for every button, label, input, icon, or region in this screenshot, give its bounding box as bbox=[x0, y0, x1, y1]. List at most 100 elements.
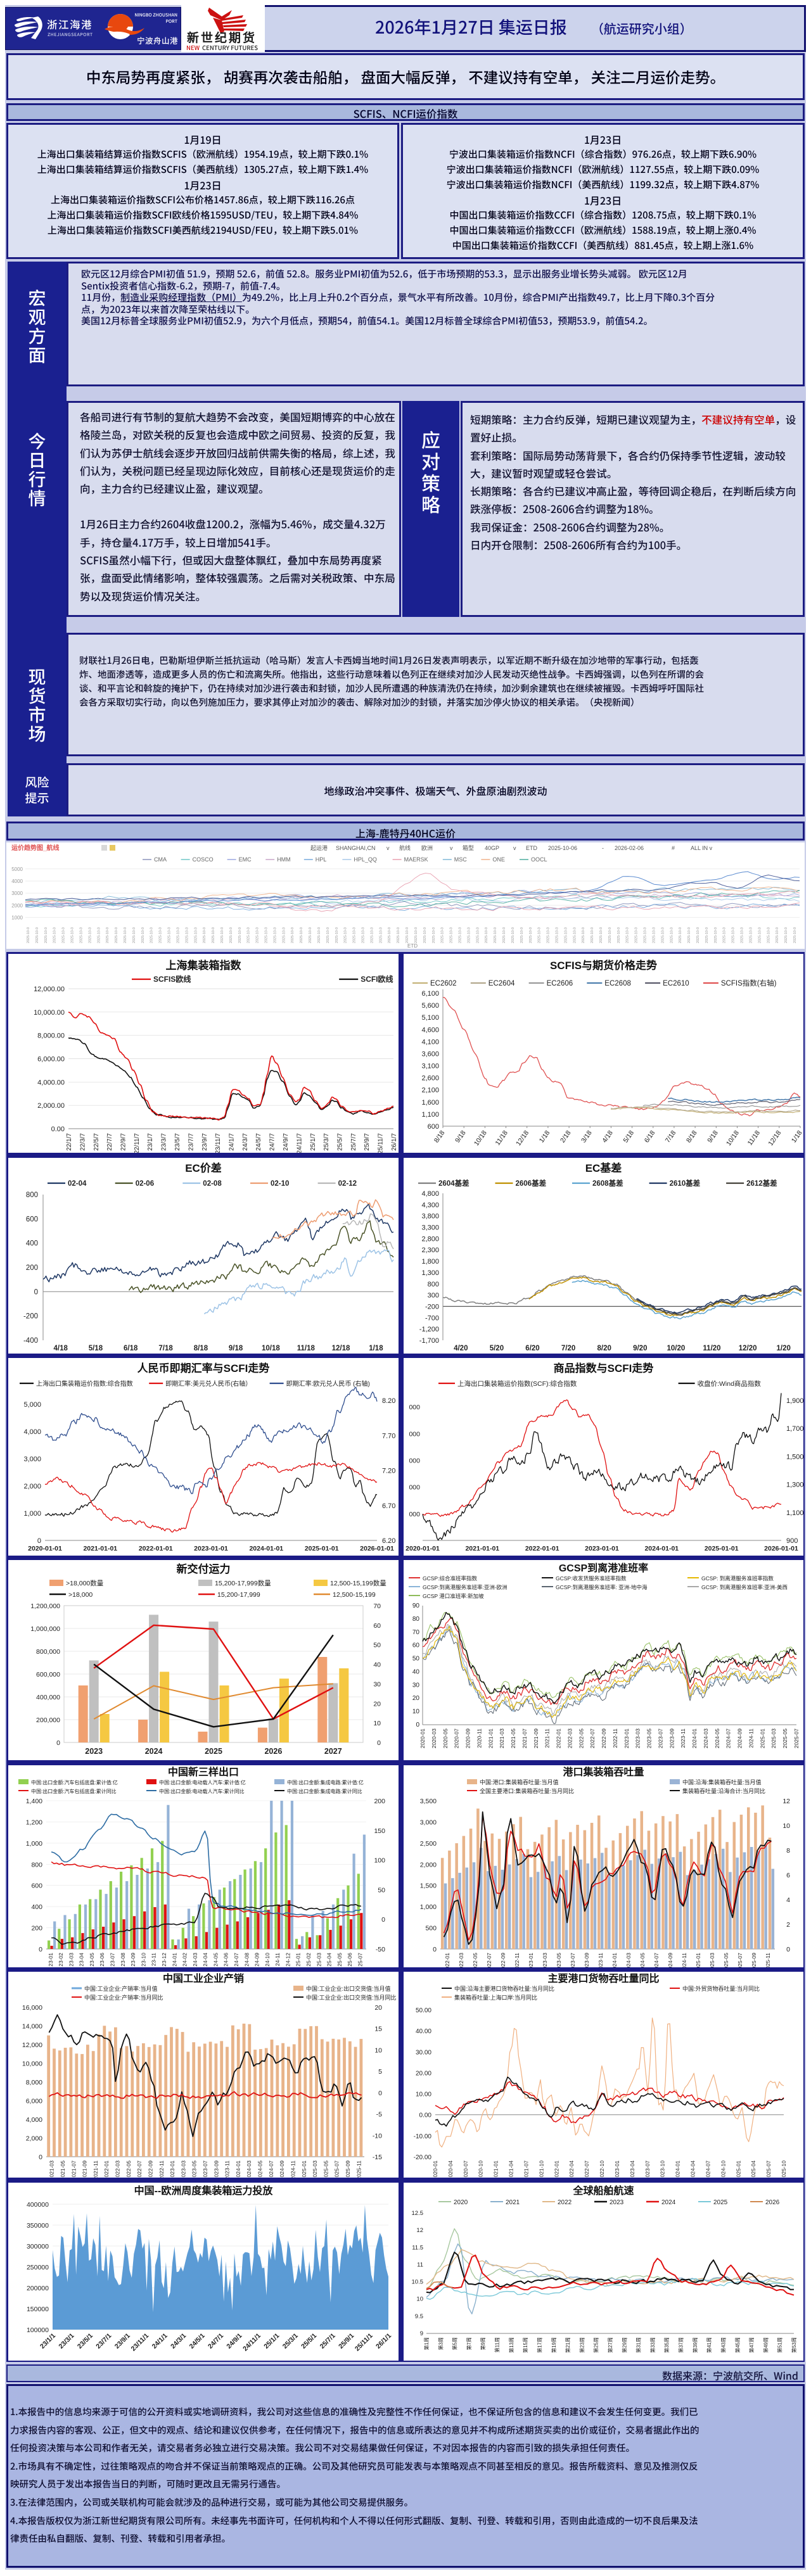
svg-text:2025-05: 2025-05 bbox=[322, 2160, 329, 2177]
svg-text:宁波舟山港: 宁波舟山港 bbox=[137, 34, 178, 46]
svg-text:4/18: 4/18 bbox=[53, 1345, 68, 1352]
svg-text:2023-03: 2023-03 bbox=[542, 1952, 548, 1967]
svg-text:2027: 2027 bbox=[324, 1747, 342, 1756]
svg-text:2025-10-0: 2025-10-0 bbox=[459, 927, 463, 943]
svg-text:40GP: 40GP bbox=[485, 845, 499, 851]
svg-text:2023-01: 2023-01 bbox=[528, 1952, 534, 1967]
svg-text:25/11/7: 25/11/7 bbox=[377, 1133, 384, 1152]
svg-text:7/18: 7/18 bbox=[158, 1345, 173, 1352]
svg-text:24-06: 24-06 bbox=[222, 1952, 229, 1966]
svg-text:23/5/1: 23/5/1 bbox=[75, 2332, 94, 2350]
svg-text:24/3/7: 24/3/7 bbox=[241, 1133, 248, 1150]
svg-text:2025-10-0: 2025-10-0 bbox=[776, 927, 779, 943]
svg-text:2021-11: 2021-11 bbox=[92, 2160, 98, 2177]
svg-text:10: 10 bbox=[374, 2046, 382, 2054]
svg-text:起运港: 起运港 bbox=[310, 844, 328, 851]
svg-text:2024-03: 2024-03 bbox=[625, 1952, 632, 1967]
svg-text:2025-10-0: 2025-10-0 bbox=[388, 927, 392, 943]
svg-text:12/20: 12/20 bbox=[738, 1345, 757, 1352]
svg-text:3000: 3000 bbox=[11, 891, 23, 896]
svg-text:23-10: 23-10 bbox=[140, 1952, 146, 1966]
svg-text:-15: -15 bbox=[372, 2154, 381, 2161]
svg-text:2025-10-0: 2025-10-0 bbox=[714, 927, 718, 943]
svg-text:2026-01-01: 2026-01-01 bbox=[764, 1545, 798, 1552]
svg-text:2021-01-01: 2021-01-01 bbox=[83, 1545, 117, 1552]
svg-text:24-03: 24-03 bbox=[191, 1952, 198, 1966]
svg-text:2022-11: 2022-11 bbox=[514, 1952, 520, 1967]
svg-text:2021-07: 2021-07 bbox=[70, 2160, 77, 2177]
svg-text:3,100: 3,100 bbox=[421, 1062, 439, 1070]
svg-text:2022-11: 2022-11 bbox=[611, 1728, 618, 1748]
svg-text:23/1/7: 23/1/7 bbox=[147, 1133, 154, 1150]
svg-text:2025-10-0: 2025-10-0 bbox=[599, 927, 603, 943]
svg-text:2024-01-01: 2024-01-01 bbox=[644, 1545, 679, 1552]
svg-text:2025-10-0: 2025-10-0 bbox=[247, 927, 251, 943]
svg-text:23/3/7: 23/3/7 bbox=[160, 1133, 167, 1150]
svg-text:中国:工业企业:出口交货值:当月同比: 中国:工业企业:出口交货值:当月同比 bbox=[306, 1994, 397, 2001]
svg-text:2023-07: 2023-07 bbox=[644, 2160, 650, 2177]
svg-text:2025-10-0: 2025-10-0 bbox=[520, 927, 524, 943]
svg-text:2021-01: 2021-01 bbox=[487, 1728, 494, 1748]
svg-text:第33周: 第33周 bbox=[649, 2337, 655, 2353]
svg-text:第49周: 第49周 bbox=[762, 2337, 769, 2353]
svg-text:2025-10-0: 2025-10-0 bbox=[273, 927, 277, 943]
svg-text:2024-05: 2024-05 bbox=[639, 1952, 646, 1967]
svg-text:2025-10-0: 2025-10-0 bbox=[79, 927, 83, 943]
svg-text:港口集装箱吞吐量: 港口集装箱吞吐量 bbox=[563, 1766, 644, 1778]
svg-text:第25周: 第25周 bbox=[592, 2337, 599, 2353]
svg-text:2025-10-0: 2025-10-0 bbox=[582, 927, 585, 943]
svg-text:EC2602: EC2602 bbox=[430, 980, 457, 987]
svg-text:2025-10-0: 2025-10-0 bbox=[556, 927, 559, 943]
svg-text:HPL: HPL bbox=[316, 856, 327, 863]
svg-text:3,000: 3,000 bbox=[419, 1818, 436, 1826]
svg-text:2024: 2024 bbox=[661, 2199, 676, 2206]
svg-text:6,000: 6,000 bbox=[25, 2097, 42, 2105]
svg-text:20: 20 bbox=[412, 1695, 419, 1702]
svg-text:24/7/7: 24/7/7 bbox=[269, 1133, 276, 1150]
svg-text:0: 0 bbox=[37, 1537, 41, 1545]
svg-text:2024-09: 2024-09 bbox=[736, 1728, 743, 1748]
svg-text:2025-10-0: 2025-10-0 bbox=[44, 927, 48, 943]
svg-text:50.00: 50.00 bbox=[415, 2007, 431, 2014]
svg-text:2021-01-01: 2021-01-01 bbox=[465, 1545, 499, 1552]
svg-text:0: 0 bbox=[56, 1739, 60, 1747]
svg-text:25-07: 25-07 bbox=[357, 1952, 363, 1966]
svg-text:20: 20 bbox=[373, 1700, 381, 1708]
svg-text:2025-10: 2025-10 bbox=[781, 2160, 787, 2177]
svg-text:11/18: 11/18 bbox=[297, 1345, 315, 1352]
svg-text:2025-10-0: 2025-10-0 bbox=[159, 927, 163, 943]
svg-text:运价趋势图_航线: 运价趋势图_航线 bbox=[11, 844, 60, 852]
svg-text:3,300: 3,300 bbox=[421, 1224, 439, 1231]
svg-text:2,500: 2,500 bbox=[419, 1839, 436, 1847]
svg-text:2025-10-0: 2025-10-0 bbox=[97, 927, 101, 943]
svg-text:25-06: 25-06 bbox=[347, 1952, 353, 1966]
svg-text:中国:沿海:集装箱吞吐量:当月值: 中国:沿海:集装箱吞吐量:当月值 bbox=[682, 1779, 762, 1786]
svg-text:中国:出口金额:电动载人汽车:累计值:亿: 中国:出口金额:电动载人汽车:累计值:亿 bbox=[159, 1779, 246, 1786]
svg-text:2021-03: 2021-03 bbox=[499, 1728, 505, 1748]
svg-text:-: - bbox=[602, 845, 604, 851]
svg-text:2023-09: 2023-09 bbox=[668, 1728, 675, 1748]
svg-text:1,900: 1,900 bbox=[786, 1397, 803, 1405]
svg-text:2024-09: 2024-09 bbox=[667, 1952, 674, 1967]
svg-text:EC2604: EC2604 bbox=[488, 980, 514, 987]
svg-text:2,600: 2,600 bbox=[421, 1074, 439, 1082]
svg-text:2025-10-0: 2025-10-0 bbox=[344, 927, 348, 943]
svg-text:集装箱吞吐量:上海口岸:当月同比: 集装箱吞吐量:上海口岸:当月同比 bbox=[454, 1994, 537, 2001]
svg-text:ALL IN v: ALL IN v bbox=[691, 845, 713, 851]
svg-text:40: 40 bbox=[373, 1661, 381, 1668]
svg-text:25/7/7: 25/7/7 bbox=[350, 1133, 357, 1150]
svg-text:2022-01: 2022-01 bbox=[555, 1728, 561, 1748]
svg-text:20: 20 bbox=[374, 2004, 382, 2012]
svg-text:25-02: 25-02 bbox=[305, 1952, 312, 1966]
svg-text:23-04: 23-04 bbox=[78, 1952, 84, 1966]
svg-text:23-01: 23-01 bbox=[47, 1952, 53, 1966]
svg-text:2020-01-01: 2020-01-01 bbox=[406, 1545, 440, 1552]
svg-text:6/18: 6/18 bbox=[124, 1345, 138, 1352]
svg-text:3,500: 3,500 bbox=[419, 1798, 436, 1805]
svg-text:9.5: 9.5 bbox=[414, 2313, 423, 2319]
svg-text:2025-09: 2025-09 bbox=[751, 1952, 757, 1967]
svg-text:第5周: 第5周 bbox=[451, 2337, 457, 2350]
svg-text:2020-09: 2020-09 bbox=[464, 1728, 471, 1748]
svg-text:2026: 2026 bbox=[765, 2199, 780, 2206]
svg-text:24/1/7: 24/1/7 bbox=[228, 1133, 235, 1150]
